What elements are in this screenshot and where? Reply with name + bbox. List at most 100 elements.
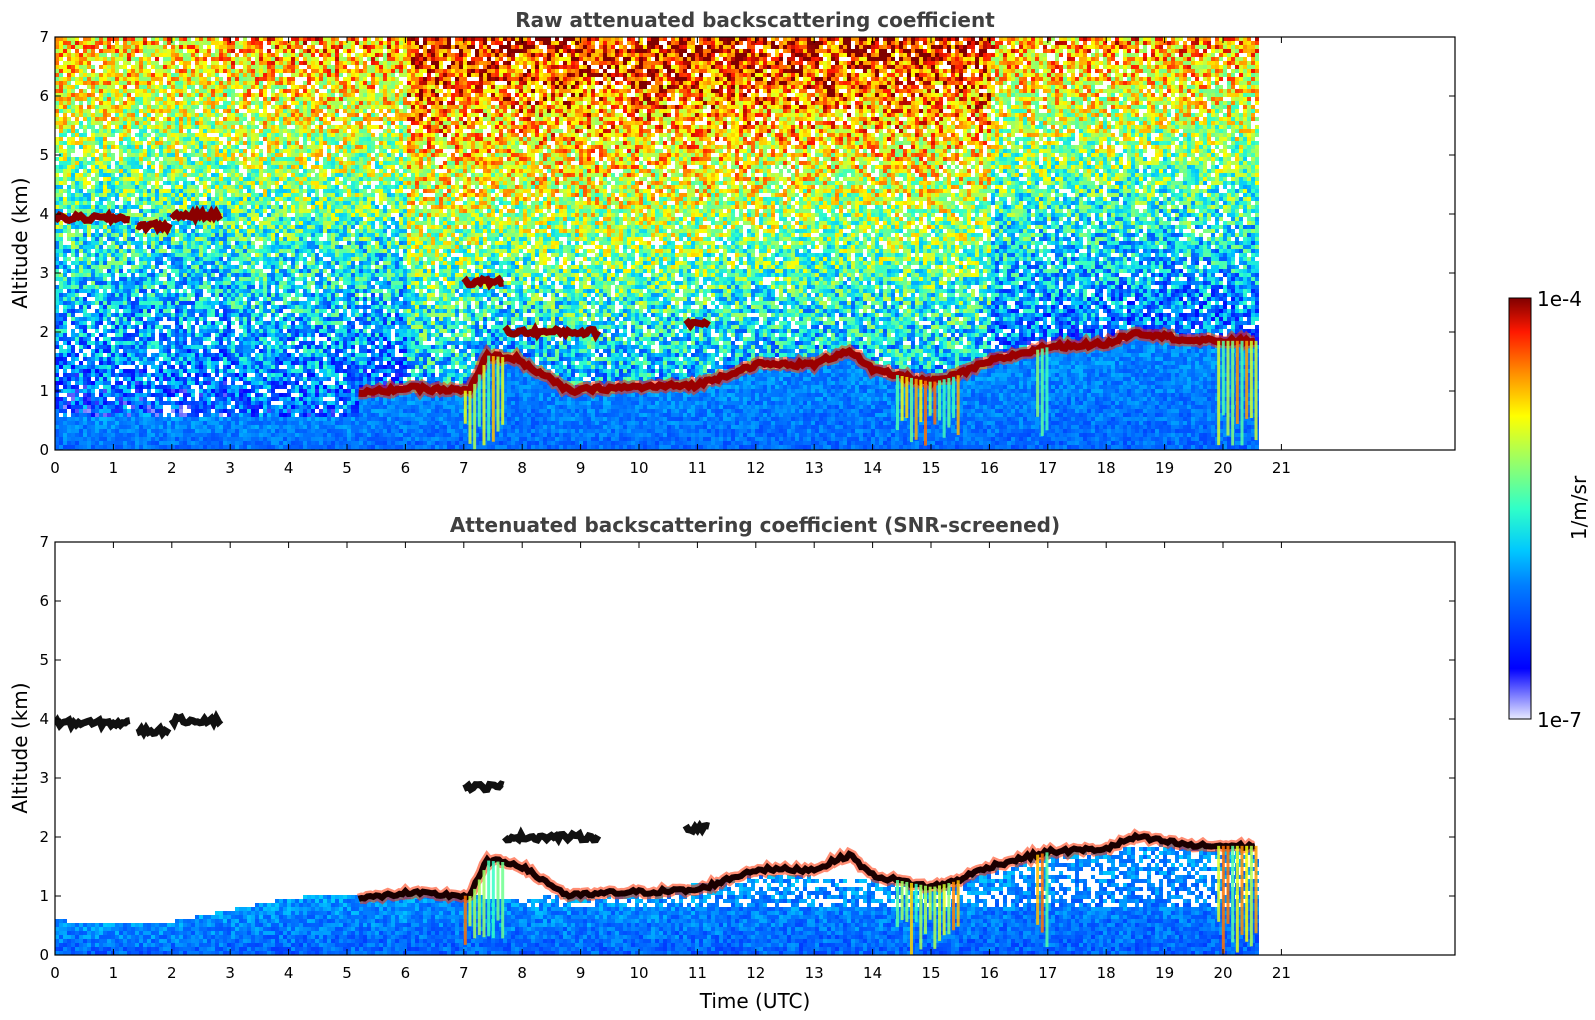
heat-cell bbox=[95, 45, 99, 49]
heat-cell bbox=[235, 365, 239, 369]
heat-cell bbox=[79, 181, 83, 185]
heat-cell bbox=[115, 385, 119, 389]
heat-cell bbox=[95, 269, 99, 273]
heat-cell bbox=[235, 297, 239, 301]
heat-cell bbox=[207, 289, 211, 293]
heat-cell bbox=[207, 349, 211, 353]
heat-cell bbox=[67, 245, 71, 249]
heat-cell bbox=[215, 293, 219, 297]
heat-cell bbox=[175, 285, 179, 289]
heat-cell bbox=[175, 161, 179, 165]
heat-cell bbox=[91, 233, 95, 237]
heat-cell bbox=[79, 305, 83, 309]
heat-cell bbox=[203, 65, 207, 69]
heat-cell bbox=[243, 417, 247, 421]
heat-cell bbox=[263, 121, 267, 125]
heat-cell bbox=[247, 165, 251, 169]
heat-cell bbox=[115, 305, 119, 309]
heat-cell bbox=[243, 89, 247, 93]
heat-cell bbox=[163, 241, 167, 245]
heat-cell bbox=[155, 109, 159, 113]
heat-cell bbox=[55, 233, 59, 237]
heat-cell bbox=[175, 193, 179, 197]
heat-cell bbox=[191, 289, 195, 293]
heat-cell bbox=[75, 389, 79, 393]
heat-cell bbox=[207, 313, 211, 317]
heat-cell bbox=[203, 153, 207, 157]
heat-cell bbox=[227, 225, 231, 229]
heat-cell bbox=[239, 49, 243, 53]
heat-cell bbox=[179, 113, 183, 117]
heat-cell bbox=[203, 325, 207, 329]
heat-cell bbox=[111, 117, 115, 121]
heat-cell bbox=[227, 393, 231, 397]
heat-cell bbox=[59, 277, 63, 281]
heat-cell bbox=[247, 81, 251, 85]
heat-cell bbox=[135, 117, 139, 121]
heat-cell bbox=[223, 185, 227, 189]
heat-cell bbox=[99, 185, 103, 189]
heat-cell bbox=[235, 233, 239, 237]
heat-cell bbox=[83, 209, 87, 213]
heat-cell bbox=[243, 337, 247, 341]
heat-cell bbox=[75, 233, 79, 237]
heat-cell bbox=[67, 37, 71, 41]
heat-cell bbox=[59, 345, 63, 349]
heat-cell bbox=[183, 197, 187, 201]
heat-cell bbox=[111, 157, 115, 161]
heat-cell bbox=[263, 53, 267, 57]
heat-cell bbox=[163, 109, 167, 113]
heat-cell bbox=[55, 145, 59, 149]
heat-cell bbox=[107, 281, 111, 285]
heat-cell bbox=[159, 101, 163, 105]
heat-cell bbox=[159, 113, 163, 117]
heat-cell bbox=[203, 141, 207, 145]
heat-cell bbox=[167, 173, 171, 177]
heat-cell bbox=[147, 189, 151, 193]
heat-cell bbox=[111, 425, 115, 429]
heat-cell bbox=[103, 177, 107, 181]
heat-cell bbox=[151, 153, 155, 157]
heat-cell bbox=[267, 273, 271, 277]
heat-cell bbox=[115, 353, 119, 357]
heat-cell bbox=[195, 365, 199, 369]
heat-cell bbox=[243, 65, 247, 69]
heat-cell bbox=[215, 345, 219, 349]
heat-cell bbox=[231, 97, 235, 101]
heat-cell bbox=[163, 421, 167, 425]
heat-cell bbox=[171, 117, 175, 121]
heat-cell bbox=[199, 129, 203, 133]
heat-cell bbox=[63, 409, 67, 413]
heat-cell bbox=[143, 265, 147, 269]
heat-cell bbox=[99, 373, 103, 377]
heat-cell bbox=[103, 45, 107, 49]
heat-cell bbox=[95, 57, 99, 61]
heat-cell bbox=[103, 421, 107, 425]
heat-cell bbox=[259, 169, 263, 173]
heat-cell bbox=[155, 257, 159, 261]
heat-cell bbox=[71, 97, 75, 101]
heat-cell bbox=[263, 277, 267, 281]
heat-cell bbox=[243, 441, 247, 445]
heat-cell bbox=[179, 109, 183, 113]
heat-cell bbox=[215, 249, 219, 253]
heat-cell bbox=[67, 393, 71, 397]
heat-cell bbox=[247, 249, 251, 253]
heat-cell bbox=[251, 37, 255, 41]
heat-cell bbox=[103, 85, 107, 89]
heat-cell bbox=[59, 205, 63, 209]
heat-cell bbox=[135, 249, 139, 253]
heat-cell bbox=[207, 81, 211, 85]
heat-cell bbox=[71, 241, 75, 245]
heat-cell bbox=[211, 437, 215, 441]
heat-cell bbox=[259, 325, 263, 329]
heat-cell bbox=[171, 229, 175, 233]
heat-cell bbox=[127, 309, 131, 313]
heat-cell bbox=[195, 201, 199, 205]
heat-cell bbox=[127, 381, 131, 385]
heat-cell bbox=[163, 213, 167, 217]
heat-cell bbox=[255, 125, 259, 129]
heat-cell bbox=[171, 77, 175, 81]
heat-cell bbox=[99, 445, 103, 449]
heat-cell bbox=[215, 37, 219, 41]
